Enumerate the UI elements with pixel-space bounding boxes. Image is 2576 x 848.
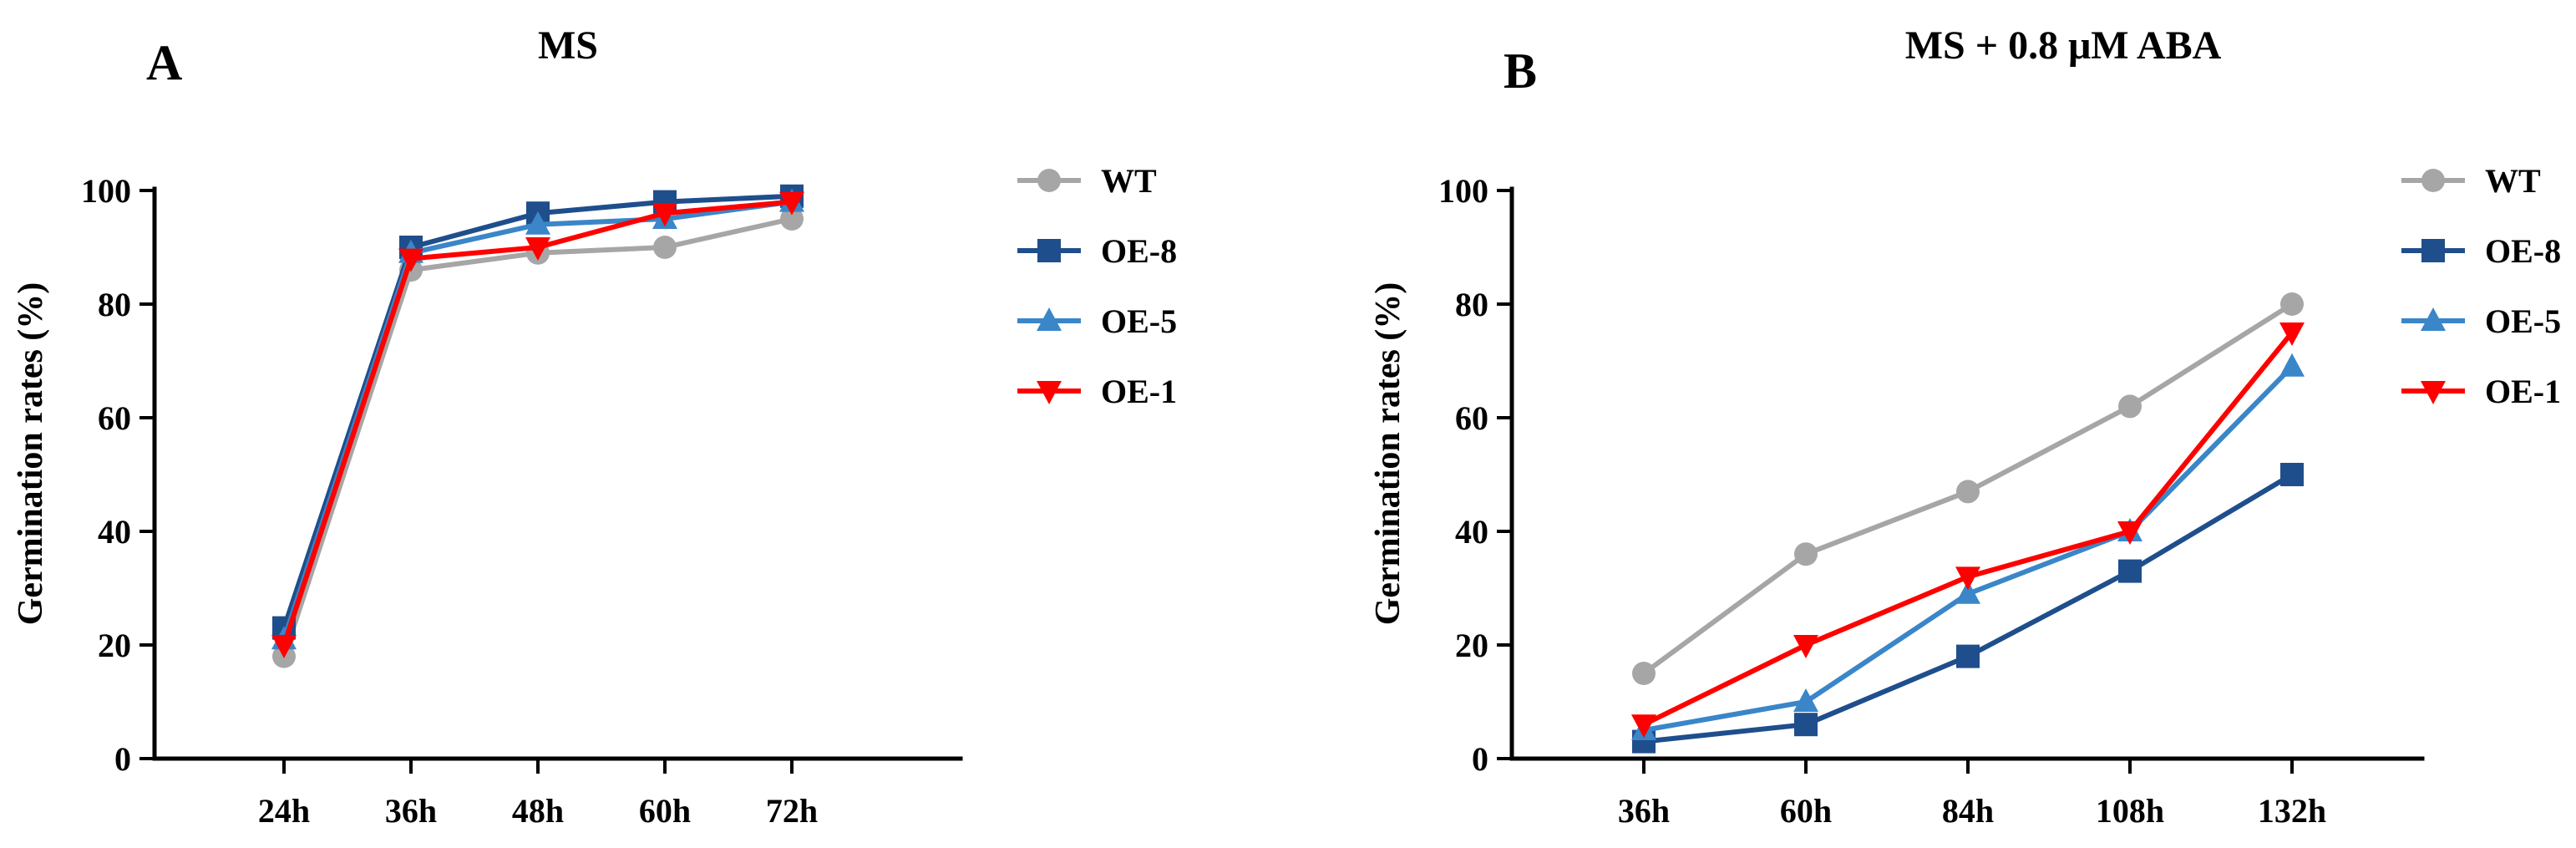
- x-tick-label: 132h: [2258, 792, 2326, 830]
- data-point-wt: [2280, 292, 2304, 316]
- panel-a-letter: A: [146, 35, 182, 90]
- panel-a-title: MS: [538, 23, 598, 68]
- data-point-oe-1: [652, 203, 677, 227]
- legend-item-oe-1: OE-1: [1017, 373, 1177, 410]
- data-point-oe-1: [398, 248, 423, 272]
- panel-a-plot: 0 20 40 60 80 100 24h 36h 48h 60h 72h: [81, 172, 963, 830]
- data-point-oe-1: [1631, 714, 1656, 739]
- panel-a-legend: WT OE-8 OE-5 OE-1: [1017, 162, 1177, 410]
- legend-item-wt: WT: [2401, 162, 2541, 200]
- data-point-oe-8: [1956, 644, 1980, 668]
- legend-item-wt: WT: [1017, 162, 1157, 200]
- legend-label: OE-5: [2485, 302, 2561, 340]
- y-tick-label: 80: [98, 286, 131, 323]
- y-tick-label: 0: [1472, 740, 1488, 778]
- x-tick-label: 72h: [766, 792, 818, 830]
- y-tick-label: 100: [1438, 172, 1488, 210]
- data-point-oe-1: [779, 191, 804, 216]
- series-line-oe-8: [1643, 472, 2294, 744]
- x-tick-label: 36h: [385, 792, 437, 830]
- legend-label: WT: [1101, 162, 1157, 200]
- y-tick-label: 60: [1455, 399, 1488, 437]
- data-point-wt: [653, 236, 677, 259]
- legend-marker: [1037, 239, 1061, 262]
- data-point-wt: [780, 207, 804, 231]
- panel-a: A MS Germination rates (%) 0 20 40 60 80 100 2…: [12, 23, 1177, 830]
- series-oe-1: [1631, 322, 2305, 739]
- data-point-oe-1: [1793, 635, 1818, 658]
- panel-b: B MS + 0.8 μM ABA Germination rates (%) …: [1369, 23, 2561, 830]
- data-point-oe-8: [2118, 559, 2142, 583]
- series-oe-1: [271, 191, 804, 658]
- panel-a-y-axis-title: Germination rates (%): [12, 282, 50, 626]
- legend-label: OE-1: [2485, 373, 2561, 410]
- y-tick-label: 40: [1455, 513, 1488, 551]
- legend-marker: [2421, 381, 2446, 404]
- y-tick-label: 0: [114, 740, 131, 778]
- panel-b-title: MS + 0.8 μM ABA: [1905, 23, 2222, 68]
- data-point-oe-8: [1794, 713, 1818, 737]
- data-point-oe-1: [2279, 322, 2305, 346]
- y-tick-label: 60: [98, 399, 131, 437]
- x-tick-label: 48h: [512, 792, 564, 830]
- legend-item-oe-8: OE-8: [2401, 232, 2561, 270]
- legend-label: OE-8: [1101, 232, 1177, 270]
- data-point-oe-1: [271, 635, 297, 658]
- x-tick-label: 84h: [1942, 792, 1994, 830]
- panel-b-letter: B: [1504, 43, 1537, 99]
- legend-marker: [2421, 169, 2445, 192]
- data-point-oe-8: [2280, 463, 2304, 486]
- legend-label: OE-8: [2485, 232, 2561, 270]
- data-point-wt: [2118, 394, 2142, 419]
- x-tick-label: 60h: [639, 792, 691, 830]
- data-point-wt: [1956, 480, 1980, 504]
- legend-marker: [1037, 381, 1062, 404]
- y-tick-label: 80: [1455, 286, 1488, 323]
- series-line-wt: [281, 216, 793, 658]
- panel-b-plot: 0 20 40 60 80 100 36h 60h 84h 108h 132h: [1438, 172, 2425, 830]
- panel-b-legend: WT OE-8 OE-5 OE-1: [2401, 162, 2561, 410]
- legend-marker: [2421, 307, 2446, 331]
- legend-item-oe-5: OE-5: [1017, 302, 1177, 340]
- x-tick-label: 24h: [258, 792, 310, 830]
- x-tick-label: 36h: [1618, 792, 1670, 830]
- legend-label: OE-5: [1101, 302, 1177, 340]
- panel-b-y-axis-title: Germination rates (%): [1369, 282, 1407, 626]
- y-tick-label: 20: [98, 627, 131, 664]
- data-point-wt: [1794, 542, 1818, 566]
- data-point-oe-1: [1955, 566, 1980, 591]
- legend-item-oe-1: OE-1: [2401, 373, 2561, 410]
- data-point-oe-5: [1955, 580, 1980, 604]
- y-tick-label: 100: [81, 172, 131, 210]
- legend-marker: [1037, 169, 1061, 192]
- legend-label: OE-1: [1101, 373, 1177, 410]
- legend-item-oe-8: OE-8: [1017, 232, 1177, 270]
- data-point-oe-1: [525, 237, 550, 261]
- data-point-wt: [1632, 662, 1656, 685]
- data-point-oe-5: [2279, 353, 2305, 377]
- data-point-oe-5: [1793, 688, 1818, 712]
- legend-item-oe-5: OE-5: [2401, 302, 2561, 340]
- x-tick-label: 108h: [2096, 792, 2164, 830]
- x-tick-label: 60h: [1780, 792, 1832, 830]
- legend-marker: [1037, 307, 1062, 331]
- data-point-oe-5: [525, 211, 550, 235]
- data-point-oe-1: [2117, 521, 2142, 545]
- y-tick-label: 20: [1455, 627, 1488, 664]
- legend-marker: [2421, 239, 2445, 262]
- legend-label: WT: [2485, 162, 2541, 200]
- series-wt: [1632, 292, 2304, 685]
- y-tick-label: 40: [98, 513, 131, 551]
